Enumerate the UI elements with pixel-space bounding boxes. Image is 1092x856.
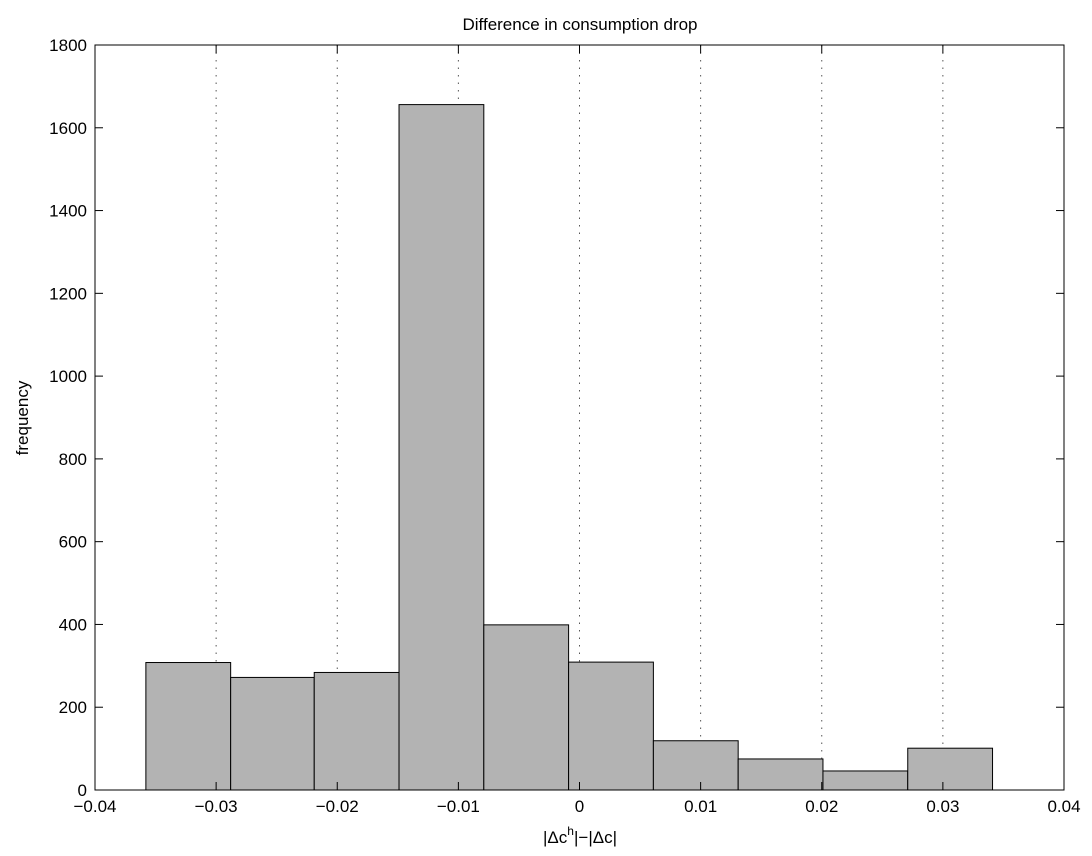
y-tick-label: 1800 <box>49 36 87 55</box>
histogram-bar <box>652 740 739 791</box>
x-axis-title: |Δch|−|Δc| <box>543 824 617 847</box>
y-tick-label: 400 <box>59 615 87 634</box>
y-tick-label: 1000 <box>49 367 87 386</box>
histogram-bars <box>145 104 994 791</box>
x-tick-label: 0.03 <box>926 797 959 816</box>
x-tick-label: −0.03 <box>195 797 238 816</box>
x-tick-label: 0.02 <box>805 797 838 816</box>
tick-labels: −0.04 −0.03 −0.02 −0.01 0 0.01 0.02 0.03 0.04 0 20… <box>49 36 1080 816</box>
x-tick-label: 0.04 <box>1047 797 1080 816</box>
histogram-bar <box>568 661 654 791</box>
histogram-bar <box>907 747 994 791</box>
y-tick-label: 600 <box>59 533 87 552</box>
histogram-bar <box>822 770 909 791</box>
x-axis-title-suffix: |−|Δc| <box>574 828 617 847</box>
tick-marks <box>94 44 1065 791</box>
y-tick-label: 1600 <box>49 119 87 138</box>
y-tick-label: 800 <box>59 450 87 469</box>
x-tick-label: −0.04 <box>73 797 116 816</box>
y-axis-title: frequency <box>13 380 32 455</box>
histogram-bar <box>313 671 400 791</box>
histogram-bar <box>398 104 485 791</box>
y-tick-label: 0 <box>78 781 87 800</box>
x-tick-label: −0.02 <box>316 797 359 816</box>
histogram-bar <box>737 758 824 791</box>
x-tick-label: 0.01 <box>684 797 717 816</box>
chart-title: Difference in consumption drop <box>463 15 698 34</box>
y-tick-label: 200 <box>59 698 87 717</box>
histogram-bar <box>483 624 570 791</box>
histogram-bar <box>145 662 232 791</box>
y-tick-label: 1400 <box>49 202 87 221</box>
x-axis-title-superscript: h <box>567 824 574 838</box>
x-tick-label: −0.01 <box>437 797 480 816</box>
y-tick-label: 1200 <box>49 284 87 303</box>
histogram-bar <box>230 676 315 791</box>
x-axis-title-prefix: |Δc <box>543 828 568 847</box>
x-tick-label: 0 <box>575 797 584 816</box>
